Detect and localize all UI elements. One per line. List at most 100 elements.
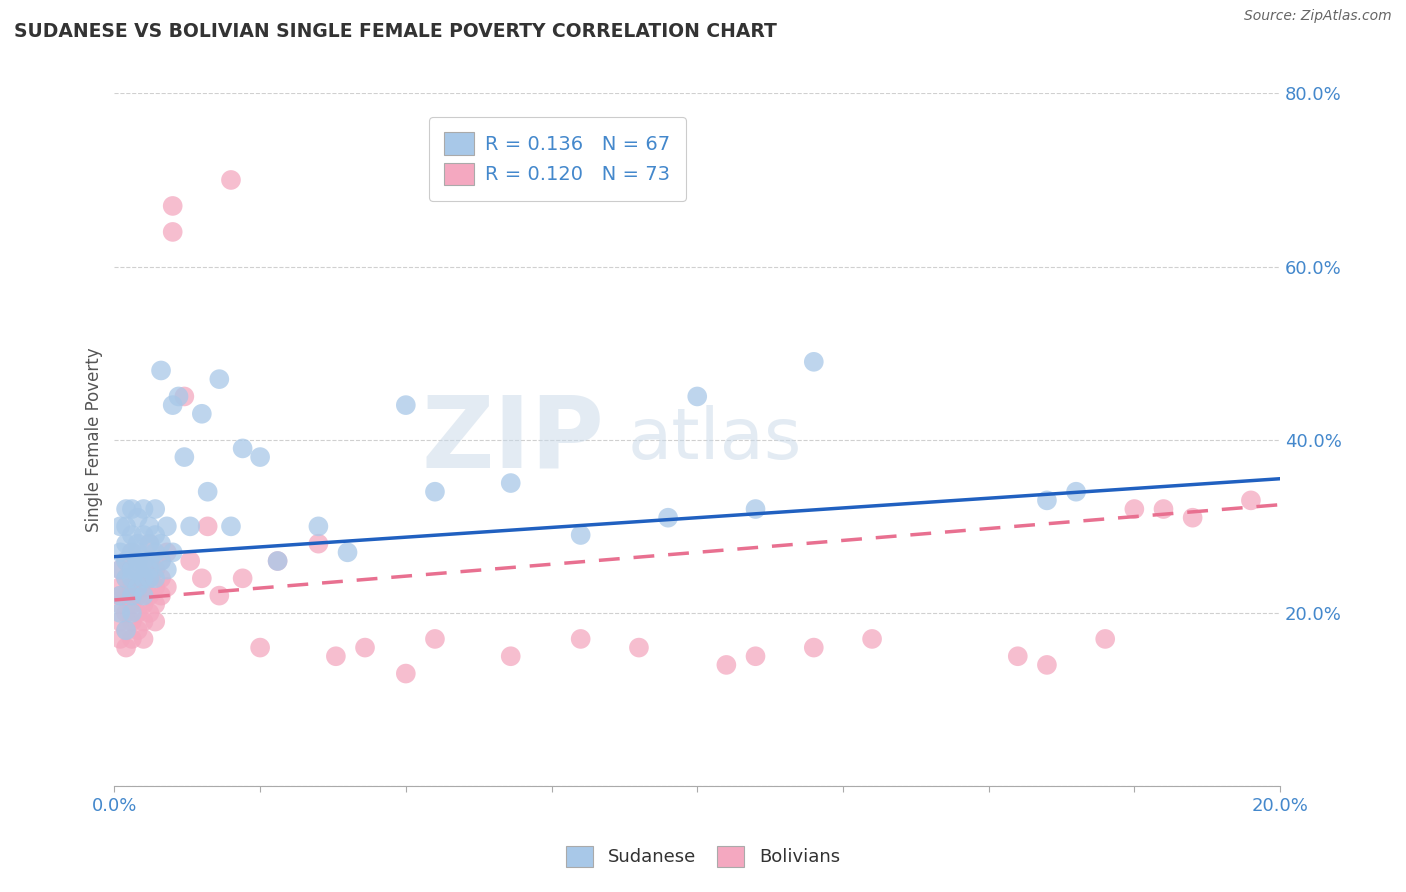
Point — [127, 589, 149, 603]
Point — [143, 563, 166, 577]
Point — [110, 589, 132, 603]
Point — [132, 563, 155, 577]
Point — [191, 407, 214, 421]
Point — [121, 589, 143, 603]
Point — [110, 606, 132, 620]
Point — [150, 554, 173, 568]
Point — [138, 554, 160, 568]
Point — [127, 624, 149, 638]
Point — [803, 640, 825, 655]
Point — [132, 589, 155, 603]
Point — [121, 528, 143, 542]
Point — [150, 571, 173, 585]
Point — [162, 545, 184, 559]
Point — [121, 632, 143, 646]
Point — [179, 519, 201, 533]
Point — [115, 519, 138, 533]
Point — [127, 554, 149, 568]
Point — [1240, 493, 1263, 508]
Point — [1123, 502, 1146, 516]
Point — [138, 536, 160, 550]
Point — [115, 606, 138, 620]
Point — [173, 450, 195, 464]
Point — [132, 597, 155, 611]
Point — [395, 398, 418, 412]
Point — [860, 632, 883, 646]
Point — [138, 571, 160, 585]
Point — [803, 355, 825, 369]
Point — [266, 554, 288, 568]
Point — [127, 580, 149, 594]
Point — [150, 589, 173, 603]
Point — [395, 666, 418, 681]
Point — [143, 580, 166, 594]
Point — [132, 528, 155, 542]
Point — [143, 545, 166, 559]
Point — [232, 571, 254, 585]
Point — [716, 657, 738, 672]
Point — [121, 563, 143, 577]
Point — [197, 484, 219, 499]
Point — [150, 554, 173, 568]
Point — [110, 615, 132, 629]
Point — [115, 589, 138, 603]
Point — [1094, 632, 1116, 646]
Point — [110, 519, 132, 533]
Legend: R = 0.136   N = 67, R = 0.120   N = 73: R = 0.136 N = 67, R = 0.120 N = 73 — [429, 117, 686, 201]
Point — [162, 398, 184, 412]
Point — [162, 225, 184, 239]
Point — [569, 528, 592, 542]
Point — [191, 571, 214, 585]
Point — [156, 545, 179, 559]
Point — [138, 606, 160, 620]
Point — [143, 571, 166, 585]
Point — [110, 563, 132, 577]
Point — [121, 502, 143, 516]
Point — [208, 372, 231, 386]
Point — [627, 640, 650, 655]
Point — [499, 476, 522, 491]
Point — [115, 624, 138, 638]
Point — [110, 563, 132, 577]
Text: ZIP: ZIP — [422, 392, 605, 488]
Point — [156, 580, 179, 594]
Point — [127, 563, 149, 577]
Point — [499, 649, 522, 664]
Point — [138, 554, 160, 568]
Point — [266, 554, 288, 568]
Point — [138, 571, 160, 585]
Text: atlas: atlas — [627, 405, 801, 475]
Y-axis label: Single Female Poverty: Single Female Poverty — [86, 348, 103, 532]
Point — [143, 615, 166, 629]
Point — [325, 649, 347, 664]
Point — [156, 563, 179, 577]
Point — [127, 554, 149, 568]
Point — [138, 589, 160, 603]
Point — [115, 571, 138, 585]
Point — [307, 519, 329, 533]
Point — [121, 545, 143, 559]
Point — [307, 536, 329, 550]
Point — [121, 606, 143, 620]
Point — [115, 640, 138, 655]
Point — [127, 571, 149, 585]
Point — [197, 519, 219, 533]
Point — [110, 597, 132, 611]
Point — [121, 545, 143, 559]
Point — [121, 597, 143, 611]
Legend: Sudanese, Bolivians: Sudanese, Bolivians — [558, 838, 848, 874]
Point — [249, 640, 271, 655]
Point — [115, 571, 138, 585]
Point — [1036, 657, 1059, 672]
Point — [744, 649, 766, 664]
Point — [110, 580, 132, 594]
Point — [132, 554, 155, 568]
Point — [132, 502, 155, 516]
Point — [167, 389, 190, 403]
Point — [1153, 502, 1175, 516]
Point — [1064, 484, 1087, 499]
Point — [1181, 510, 1204, 524]
Point — [423, 484, 446, 499]
Point — [121, 615, 143, 629]
Point — [132, 571, 155, 585]
